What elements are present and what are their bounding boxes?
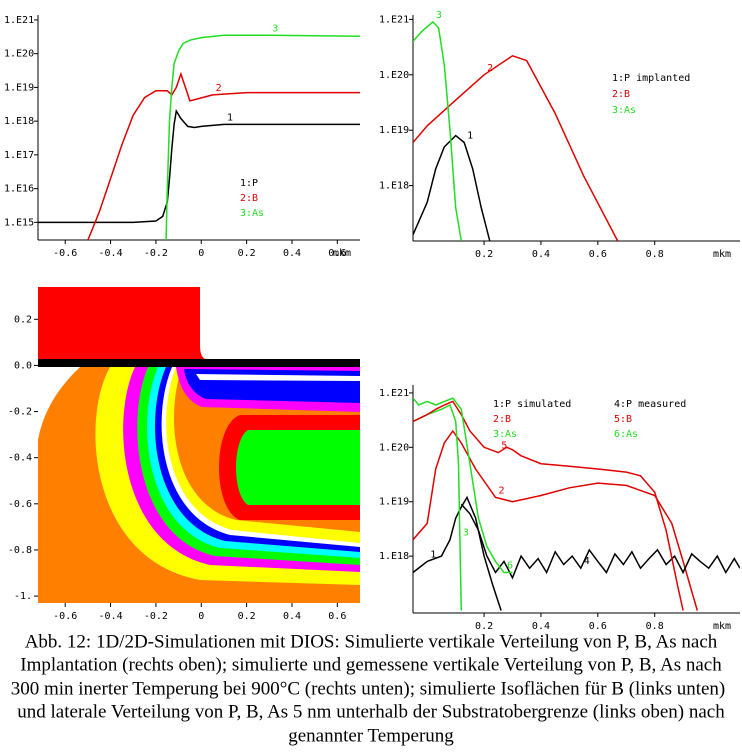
y-tick-label: 1.E17: [4, 150, 34, 161]
y-tick-label: 1.E16: [4, 184, 34, 195]
caption-line: und laterale Verteilung von P, B, As 5 n…: [17, 701, 725, 722]
isoflaechen: [38, 287, 360, 603]
legend-entry: 2:B: [240, 193, 258, 204]
y-tick-label: 1.E20: [4, 49, 34, 60]
x-tick-label: 0.6: [589, 249, 607, 260]
x-tick-label: 0.8: [646, 621, 664, 632]
y-tick-label: 1.E18: [379, 551, 409, 562]
y-tick-label: 1.E21: [379, 388, 409, 399]
x-tick-label: 0.6: [328, 248, 346, 259]
curve: [413, 134, 491, 241]
legend-entry: 2:B: [612, 89, 630, 100]
caption-line: Abb. 12: 1D/2D-Simulationen mit DIOS: Si…: [25, 631, 718, 652]
curve: [87, 71, 360, 240]
curve-label: 2: [487, 63, 493, 74]
legend-entry: 6:As: [614, 429, 638, 440]
curve: [460, 503, 740, 580]
y-tick-label: -0.4: [8, 453, 32, 464]
curve: [165, 34, 360, 240]
x-tick-label: 0.2: [238, 611, 256, 622]
curve: [413, 397, 513, 574]
legend-entry: 5:B: [614, 414, 632, 425]
legend-entry: 3:As: [240, 208, 264, 219]
curve: [413, 403, 463, 611]
x-tick-label: -0.2: [144, 248, 168, 259]
caption-line: Implantation (rechts oben); simulierte u…: [20, 654, 722, 675]
curve-label: 1: [467, 130, 473, 141]
legend-entry: 3:As: [612, 105, 636, 116]
curve-label: 5: [501, 441, 507, 452]
y-tick-label: -0.8: [8, 545, 32, 556]
y-tick-label: 1.E20: [379, 442, 409, 453]
y-tick-label: 1.E19: [379, 125, 409, 136]
curve: [413, 495, 502, 611]
x-tick-label: 0.2: [475, 249, 493, 260]
y-tick-label: -0.2: [8, 407, 32, 418]
y-tick-label: 1.E21: [4, 15, 34, 26]
legend-entry: 2:B: [493, 414, 511, 425]
x-axis-label: mkm: [333, 248, 351, 259]
y-tick-label: -1.: [14, 591, 32, 602]
x-tick-label: 0.2: [475, 621, 493, 632]
x-tick-label: 0.4: [532, 621, 550, 632]
legend-entry: 4:P measured: [614, 399, 686, 410]
x-tick-label: 0.2: [238, 248, 256, 259]
curve-label: 6: [507, 560, 513, 571]
x-tick-label: 0: [198, 611, 204, 622]
curve-label: 2: [216, 83, 222, 94]
legend-entry: 1:P: [240, 178, 258, 189]
x-tick-label: -0.2: [144, 611, 168, 622]
curve: [413, 429, 699, 611]
x-tick-label: -0.6: [53, 248, 77, 259]
x-tick-label: -0.6: [53, 611, 77, 622]
legend-entry: 1:P implanted: [612, 73, 690, 84]
y-tick-label: 1.E19: [4, 82, 34, 93]
x-tick-label: 0.4: [532, 249, 550, 260]
curve-label: 3: [272, 23, 278, 34]
x-tick-label: 0.6: [328, 611, 346, 622]
band: [184, 369, 360, 403]
caption-line: 300 min inerter Temperung bei 900°C (rec…: [11, 678, 726, 699]
curve-label: 3: [436, 10, 442, 21]
curve-label: 2: [498, 485, 504, 496]
y-tick-label: 0.0: [14, 360, 32, 371]
x-tick-label: 0: [198, 248, 204, 259]
curve-label: 1: [227, 112, 233, 123]
bands: [38, 367, 360, 603]
band: [236, 430, 360, 505]
mask-edge: [200, 345, 206, 359]
x-tick-label: 0.4: [283, 248, 301, 259]
x-axis-label: mkm: [713, 621, 731, 632]
caption: Abb. 12: 1D/2D-Simulationen mit DIOS: Si…: [11, 631, 726, 746]
band: [196, 374, 360, 381]
y-tick-label: 1.E18: [4, 116, 34, 127]
curve-label: 3: [463, 528, 469, 539]
y-tick-label: 1.E20: [379, 70, 409, 81]
curve: [38, 108, 360, 224]
x-tick-label: 0.6: [589, 621, 607, 632]
legend-entry: 3:As: [493, 429, 517, 440]
curve-label: 1: [430, 549, 436, 560]
curve: [413, 400, 684, 611]
mask: [38, 287, 200, 360]
x-tick-label: -0.4: [99, 611, 123, 622]
x-tick-label: -0.4: [99, 248, 123, 259]
caption-line: genannter Temperung: [288, 725, 454, 746]
y-tick-label: 1.E18: [379, 181, 409, 192]
x-tick-label: 0.4: [283, 611, 301, 622]
oxide-layer: [38, 359, 360, 367]
y-tick-label: 1.E19: [379, 497, 409, 508]
y-tick-label: 0.2: [14, 314, 32, 325]
x-tick-label: 0.8: [646, 249, 664, 260]
legend-entry: 1:P simulated: [493, 399, 571, 410]
y-tick-label: -0.6: [8, 499, 32, 510]
y-tick-label: 1.E21: [379, 14, 409, 25]
curve: [413, 20, 463, 241]
curve-label: 4: [584, 556, 590, 567]
y-tick-label: 1.E15: [4, 217, 34, 228]
curve: [413, 54, 619, 241]
x-axis-label: mkm: [713, 249, 731, 260]
